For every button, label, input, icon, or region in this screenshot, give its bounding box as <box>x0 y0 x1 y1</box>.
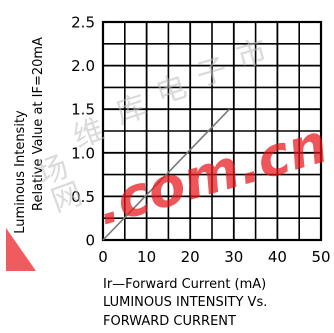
x-tick-label: 0 <box>98 248 108 266</box>
grid-lines <box>101 20 323 242</box>
y-axis-title-line-2: Relative Value at IF=20mA <box>31 37 46 211</box>
watermark-char-2: 库 <box>112 89 151 132</box>
y-tick-label: 1.0 <box>71 144 95 162</box>
watermark-red-triangle <box>6 228 36 271</box>
watermark-char-3: 电 <box>152 69 191 112</box>
watermark-char-5: 市 <box>233 34 271 76</box>
x-axis-title: Ir—Forward Current (mA) <box>103 277 266 292</box>
y-axis-title-line-1: Luminous Intensity <box>13 110 28 234</box>
plot-frame <box>101 20 323 242</box>
y-axis-title: Luminous Intensity Relative Value at IF=… <box>13 37 46 234</box>
chart-title: LUMINOUS INTENSITY Vs. <box>103 295 267 310</box>
series-line-1 <box>102 108 231 241</box>
series-layer <box>102 108 231 241</box>
y-tick-label: 0.5 <box>71 188 95 206</box>
x-tick-label: 10 <box>137 248 156 266</box>
x-tick-labels: 0 10 20 30 40 50 <box>98 248 330 266</box>
y-tick-label: 0 <box>85 232 95 250</box>
chart-subtitle: FORWARD CURRENT <box>103 314 236 329</box>
x-tick-label: 50 <box>311 248 330 266</box>
x-tick-label: 20 <box>181 248 200 266</box>
y-tick-label: 1.5 <box>71 101 95 119</box>
y-tick-label: 2.5 <box>71 14 95 32</box>
y-tick-label: 2.0 <box>71 57 95 75</box>
x-tick-label: 30 <box>224 248 243 266</box>
y-tick-labels: 0 0.5 1.0 1.5 2.0 2.5 <box>71 14 95 250</box>
x-tick-label: 40 <box>268 248 287 266</box>
